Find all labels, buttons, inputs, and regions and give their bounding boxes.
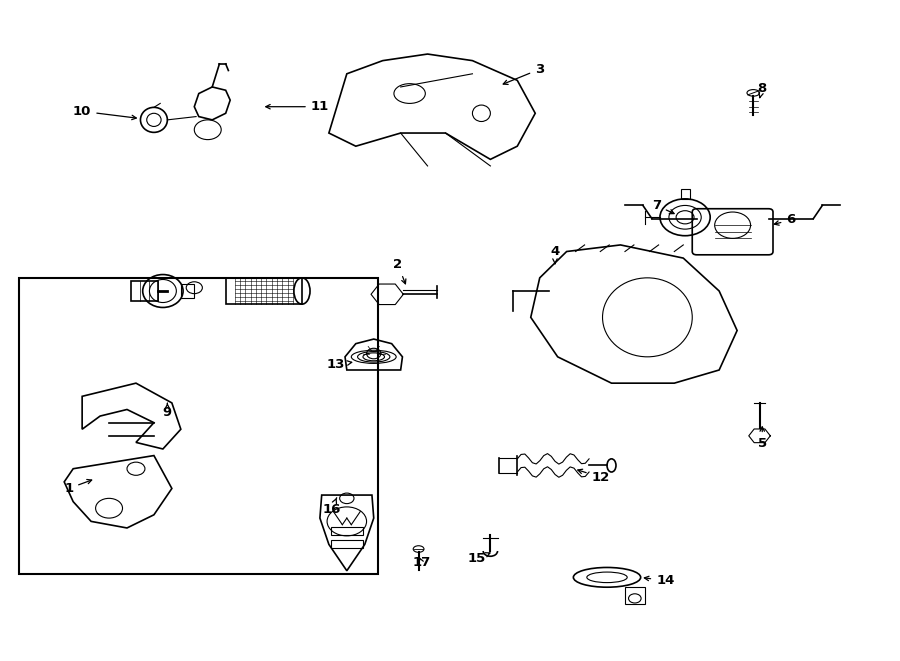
Text: 9: 9 xyxy=(163,403,172,419)
Text: 2: 2 xyxy=(393,258,406,284)
Bar xyxy=(680,189,689,199)
Bar xyxy=(625,587,644,603)
Polygon shape xyxy=(749,429,770,443)
Text: 3: 3 xyxy=(503,63,544,85)
Polygon shape xyxy=(371,284,403,305)
Text: 4: 4 xyxy=(551,245,560,264)
Text: 8: 8 xyxy=(758,82,767,98)
Bar xyxy=(330,527,363,535)
Bar xyxy=(181,284,194,297)
Text: 7: 7 xyxy=(652,199,674,214)
Bar xyxy=(131,281,158,301)
Text: 6: 6 xyxy=(774,214,796,227)
Text: 13: 13 xyxy=(327,358,352,371)
Bar xyxy=(330,540,363,548)
Text: 1: 1 xyxy=(64,479,92,495)
Text: 5: 5 xyxy=(758,427,767,450)
Text: 16: 16 xyxy=(322,498,341,516)
Bar xyxy=(19,278,378,574)
Bar xyxy=(226,278,302,304)
Text: 12: 12 xyxy=(578,469,610,484)
Text: 14: 14 xyxy=(644,574,674,587)
Text: 11: 11 xyxy=(266,100,329,113)
Text: 10: 10 xyxy=(73,105,136,120)
Text: 15: 15 xyxy=(468,553,490,565)
Text: 17: 17 xyxy=(412,556,430,568)
